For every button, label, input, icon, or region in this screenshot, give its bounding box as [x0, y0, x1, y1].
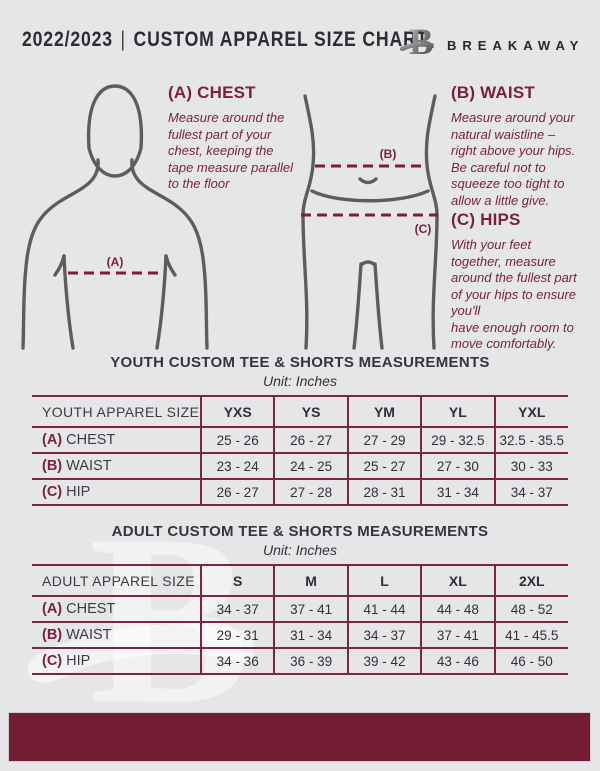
measurement-cell: 26 - 27: [273, 427, 348, 453]
size-col-header: YS: [273, 396, 348, 427]
measurement-cell: 25 - 27: [346, 453, 422, 479]
youth-section-unit: Unit: Inches: [263, 373, 337, 389]
row-name: CHEST: [66, 432, 116, 448]
lower-body-figure: (B) (C): [301, 94, 439, 350]
measurement-cell: 27 - 30: [420, 453, 495, 479]
measurement-cell: 34 - 37: [493, 479, 568, 505]
measurement-cell: 39 - 42: [346, 648, 422, 674]
adult-header-row: ADULT APPAREL SIZE S M L XL 2XL: [32, 565, 568, 596]
waist-instruction-body: Measure around your natural waistline – …: [451, 110, 576, 208]
measurement-cell: 29 - 32.5: [420, 427, 495, 453]
row-name: CHEST: [66, 601, 116, 617]
page-title: 2022/2023 | CUSTOM APPAREL SIZE CHART: [22, 28, 428, 52]
waist-instruction: (B) WAIST Measure around your natural wa…: [451, 83, 596, 209]
measurement-cell: 31 - 34: [420, 479, 495, 505]
size-col-header: S: [199, 565, 275, 596]
measurement-cell: 43 - 46: [420, 648, 495, 674]
waist-line-tag: (B): [380, 147, 397, 161]
row-key: (A): [42, 432, 63, 448]
youth-chest-row: (A) CHEST 25 - 26 26 - 27 27 - 29 29 - 32…: [32, 427, 568, 453]
measurement-cell: 23 - 24: [199, 453, 275, 479]
size-col-header: YM: [346, 396, 422, 427]
measurement-cell: 41 - 45.5: [493, 622, 568, 648]
measurement-cell: 37 - 41: [420, 622, 495, 648]
chest-instruction-body: Measure around the fullest part of your …: [168, 110, 294, 191]
youth-header-row: YOUTH APPAREL SIZE YXS YS YM YL YXL: [32, 396, 568, 427]
row-label: (B) WAIST: [32, 622, 201, 648]
title-main: CUSTOM APPAREL SIZE CHART: [133, 28, 429, 51]
hips-instruction: (C) HIPS With your feet together, measur…: [451, 210, 600, 353]
row-key: (C): [42, 653, 63, 669]
row-name: WAIST: [66, 627, 112, 643]
measurement-cell: 24 - 25: [273, 453, 348, 479]
hips-instruction-body: With your feet together, measure around …: [451, 237, 577, 351]
breakaway-b-logo-icon: B: [399, 21, 434, 62]
title-year: 2022/2023: [22, 28, 113, 51]
chest-instruction-heading: (A) CHEST: [168, 83, 256, 102]
measurement-cell: 34 - 37: [199, 596, 275, 622]
measurement-cell: 28 - 31: [346, 479, 422, 505]
youth-waist-row: (B) WAIST 23 - 24 24 - 25 25 - 27 27 - 30…: [32, 453, 568, 479]
hips-instruction-heading: (C) HIPS: [451, 210, 521, 229]
size-col-header: YXS: [199, 396, 275, 427]
youth-section-title: YOUTH CUSTOM TEE & SHORTS MEASUREMENTS: [110, 354, 490, 371]
row-key: (C): [42, 484, 63, 500]
measurement-cell: 27 - 29: [346, 427, 422, 453]
footer-bar: [8, 712, 591, 762]
adult-size-label: ADULT APPAREL SIZE: [42, 572, 195, 589]
row-label: (C) HIP: [32, 479, 201, 505]
measurement-cell: 29 - 31: [199, 622, 275, 648]
measurement-cell: 31 - 34: [273, 622, 348, 648]
title-separator: |: [120, 28, 126, 51]
svg-text:B: B: [409, 21, 433, 62]
measurement-cell: 25 - 26: [199, 427, 275, 453]
measurement-cell: 44 - 48: [420, 596, 495, 622]
row-name: WAIST: [66, 458, 112, 474]
measurement-cell: 46 - 50: [493, 648, 568, 674]
measurement-cell: 48 - 52: [493, 596, 568, 622]
measurement-cell: 30 - 33: [493, 453, 568, 479]
adult-waist-row: (B) WAIST 29 - 31 31 - 34 34 - 37 37 - 41…: [32, 622, 568, 648]
row-name: HIP: [66, 484, 91, 500]
waist-instruction-heading: (B) WAIST: [451, 83, 535, 102]
youth-size-label: YOUTH APPAREL SIZE: [42, 403, 200, 420]
upper-body-figure: (A): [21, 84, 209, 350]
size-col-header: M: [273, 565, 348, 596]
adult-chest-row: (A) CHEST 34 - 37 37 - 41 41 - 44 44 - 48…: [32, 596, 568, 622]
measurement-cell: 34 - 36: [199, 648, 275, 674]
measurement-cell: 41 - 44: [346, 596, 422, 622]
adult-section-title: ADULT CUSTOM TEE & SHORTS MEASUREMENTS: [111, 523, 489, 540]
size-col-header: L: [346, 565, 422, 596]
size-col-header: YL: [420, 396, 495, 427]
chest-instruction: (A) CHEST Measure around the fullest par…: [168, 83, 328, 193]
row-label: (C) HIP: [32, 648, 201, 674]
youth-size-table: YOUTH APPAREL SIZE YXS YS YM YL YXL (A) C…: [32, 395, 568, 506]
row-key: (A): [42, 601, 63, 617]
adult-section-unit: Unit: Inches: [263, 542, 337, 558]
row-label: (A) CHEST: [32, 427, 201, 453]
measurement-cell: 37 - 41: [273, 596, 348, 622]
measurement-cell: 34 - 37: [346, 622, 422, 648]
chest-line-tag: (A): [107, 255, 124, 269]
size-col-header: XL: [420, 565, 495, 596]
row-label: (A) CHEST: [32, 596, 201, 622]
measurement-cell: 27 - 28: [273, 479, 348, 505]
adult-hip-row: (C) HIP 34 - 36 36 - 39 39 - 42 43 - 46 4…: [32, 648, 568, 674]
size-col-header: YXL: [493, 396, 568, 427]
row-key: (B): [42, 627, 63, 643]
row-label: (B) WAIST: [32, 453, 201, 479]
youth-hip-row: (C) HIP 26 - 27 27 - 28 28 - 31 31 - 34 3…: [32, 479, 568, 505]
hips-line-tag: (C): [415, 222, 432, 236]
measurement-cell: 32.5 - 35.5: [493, 427, 568, 453]
measurement-cell: 36 - 39: [273, 648, 348, 674]
row-key: (B): [42, 458, 63, 474]
size-col-header: 2XL: [493, 565, 568, 596]
row-name: HIP: [66, 653, 91, 669]
adult-size-table: ADULT APPAREL SIZE S M L XL 2XL (A) CHEST…: [32, 564, 568, 675]
measurement-cell: 26 - 27: [199, 479, 275, 505]
brand-name: BREAKAWAY: [447, 38, 585, 53]
